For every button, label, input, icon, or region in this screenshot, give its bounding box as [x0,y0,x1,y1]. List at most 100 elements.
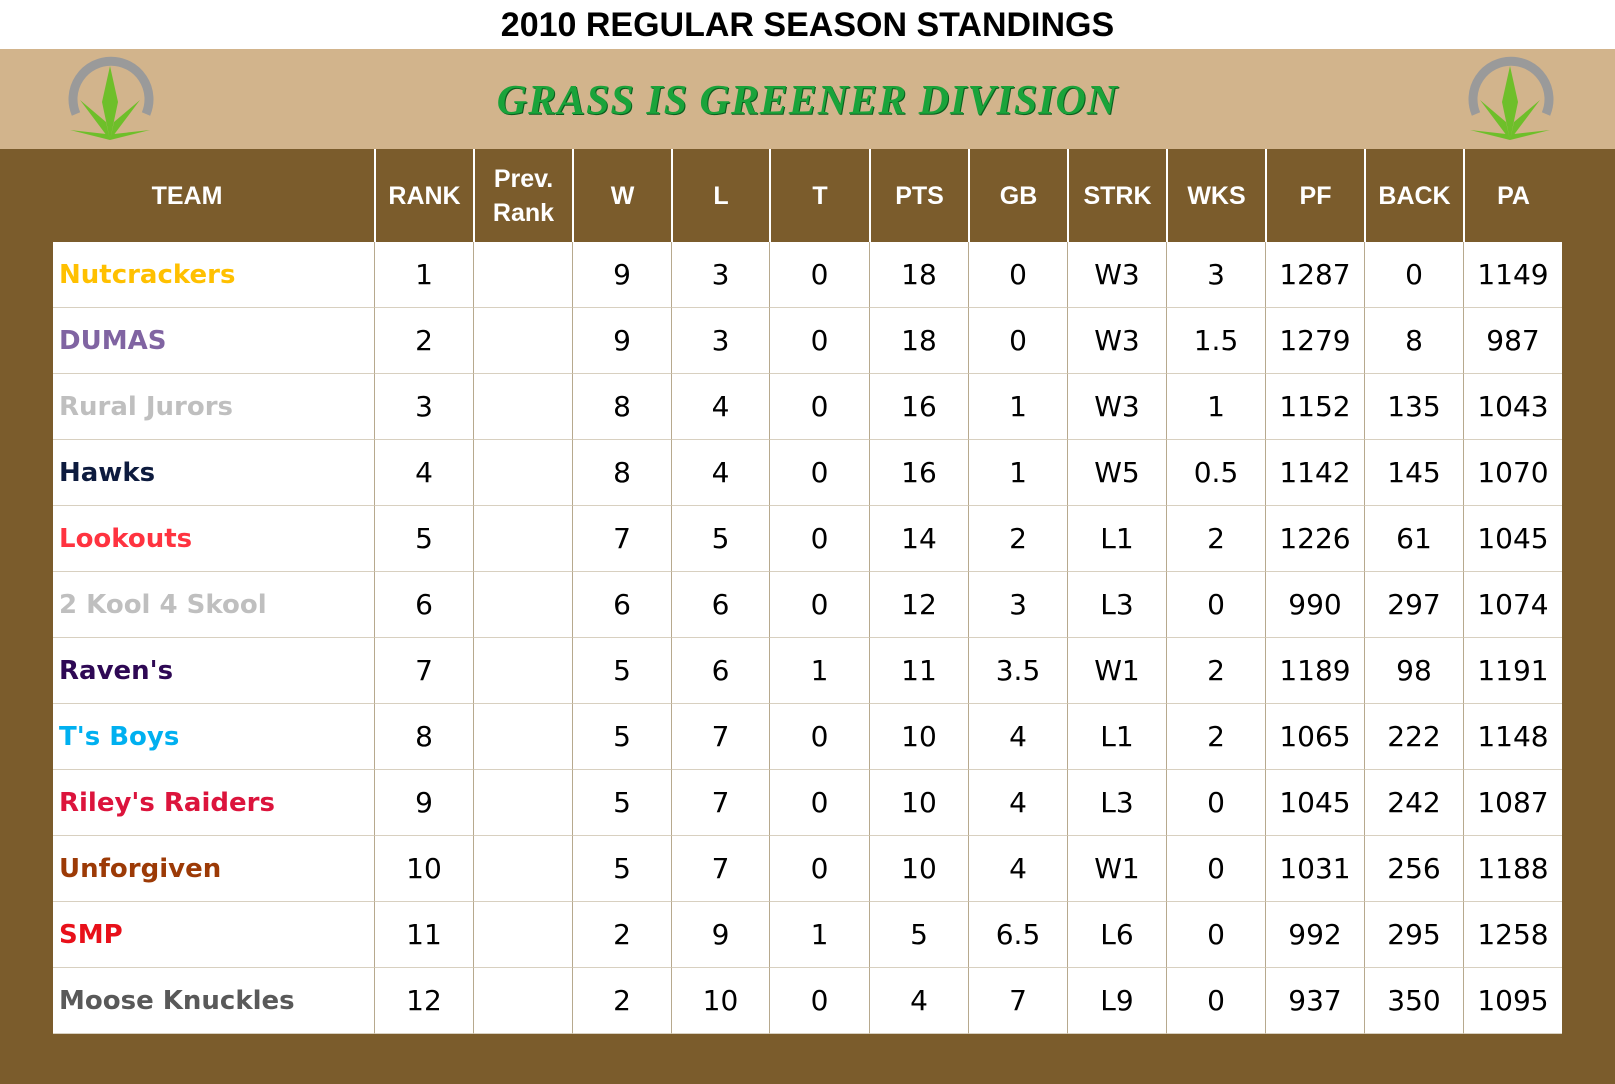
stat-cell: 3 [968,572,1067,638]
stat-cell: 937 [1265,968,1364,1034]
stat-cell: 11 [374,902,473,968]
team-name: 2 Kool 4 Skool [53,572,374,638]
column-header: L [671,149,769,242]
stat-cell: 7 [968,968,1067,1034]
stat-cell [473,506,572,572]
stat-cell: 1 [374,242,473,308]
stat-cell: 18 [869,308,968,374]
stat-cell: 3.5 [968,638,1067,704]
team-name: SMP [53,902,374,968]
team-name: Hawks [53,440,374,506]
column-header: T [769,149,869,242]
stat-cell: 1045 [1265,770,1364,836]
stat-cell: L6 [1067,902,1166,968]
stat-cell [473,242,572,308]
column-header: Prev. Rank [473,149,572,242]
stat-cell: 1087 [1463,770,1562,836]
stat-cell: W3 [1067,242,1166,308]
stat-cell: 12 [374,968,473,1034]
stat-cell [473,308,572,374]
stat-cell [473,440,572,506]
page-title: 2010 REGULAR SEASON STANDINGS [0,0,1615,49]
stat-cell: L3 [1067,572,1166,638]
stat-cell: 1074 [1463,572,1562,638]
stat-cell: 6 [572,572,671,638]
column-header: RANK [374,149,473,242]
column-header: PA [1463,149,1562,242]
stat-cell: 1.5 [1166,308,1265,374]
division-band [0,49,1615,149]
stat-cell: 3 [1166,242,1265,308]
stat-cell: 987 [1463,308,1562,374]
stat-cell: 1189 [1265,638,1364,704]
stat-cell [473,704,572,770]
team-name: Unforgiven [53,836,374,902]
stat-cell: 242 [1364,770,1463,836]
stat-cell: 2 [968,506,1067,572]
stat-cell: 3 [374,374,473,440]
stat-cell: 145 [1364,440,1463,506]
stat-cell: 5 [374,506,473,572]
stat-cell: 5 [572,770,671,836]
team-name: T's Boys [53,704,374,770]
stat-cell: 61 [1364,506,1463,572]
stat-cell: 9 [374,770,473,836]
stat-cell: 295 [1364,902,1463,968]
stat-cell: 5 [869,902,968,968]
stat-cell: 4 [671,440,769,506]
stat-cell: 2 [1166,506,1265,572]
stat-cell: 2 [374,308,473,374]
stat-cell: 0 [1166,572,1265,638]
stat-cell: 1191 [1463,638,1562,704]
stat-cell: 0 [769,572,869,638]
stat-cell: 7 [671,704,769,770]
stat-cell: 1 [968,440,1067,506]
stat-cell: 0 [769,440,869,506]
logo [1468,56,1554,140]
stat-cell: 1070 [1463,440,1562,506]
stat-cell: 8 [1364,308,1463,374]
stat-cell: L1 [1067,704,1166,770]
division-title: GRASS IS GREENER DIVISION [496,78,1119,124]
stat-cell [473,836,572,902]
stat-cell: 10 [869,836,968,902]
stat-cell: W1 [1067,836,1166,902]
stat-cell: 3 [671,308,769,374]
stat-cell: 1 [1166,374,1265,440]
team-name: Nutcrackers [53,242,374,308]
stat-cell: 10 [869,770,968,836]
stat-cell: 6 [671,638,769,704]
stat-cell: 4 [968,770,1067,836]
stat-cell: 4 [374,440,473,506]
stat-cell [473,902,572,968]
stat-cell: 0 [968,308,1067,374]
stat-cell: 8 [572,440,671,506]
stat-cell: 1148 [1463,704,1562,770]
stat-cell: 0 [769,968,869,1034]
column-header: PTS [869,149,968,242]
stat-cell: 1279 [1265,308,1364,374]
stat-cell: 9 [572,242,671,308]
stat-cell: 222 [1364,704,1463,770]
stat-cell: 0 [1166,968,1265,1034]
stat-cell: 0 [769,242,869,308]
stat-cell: 0 [1166,902,1265,968]
stat-cell: 1 [968,374,1067,440]
stat-cell: 0 [1364,242,1463,308]
stat-cell: 1226 [1265,506,1364,572]
stat-cell [473,770,572,836]
stat-cell: L1 [1067,506,1166,572]
stat-cell: 1 [769,638,869,704]
stat-cell: 1031 [1265,836,1364,902]
stat-cell: 12 [869,572,968,638]
stat-cell: 297 [1364,572,1463,638]
stat-cell: 0 [1166,836,1265,902]
stat-cell: 1142 [1265,440,1364,506]
stat-cell: L9 [1067,968,1166,1034]
stat-cell: 1043 [1463,374,1562,440]
stat-cell: W3 [1067,374,1166,440]
stat-cell: 16 [869,440,968,506]
stat-cell: 4 [869,968,968,1034]
stat-cell: 6 [374,572,473,638]
